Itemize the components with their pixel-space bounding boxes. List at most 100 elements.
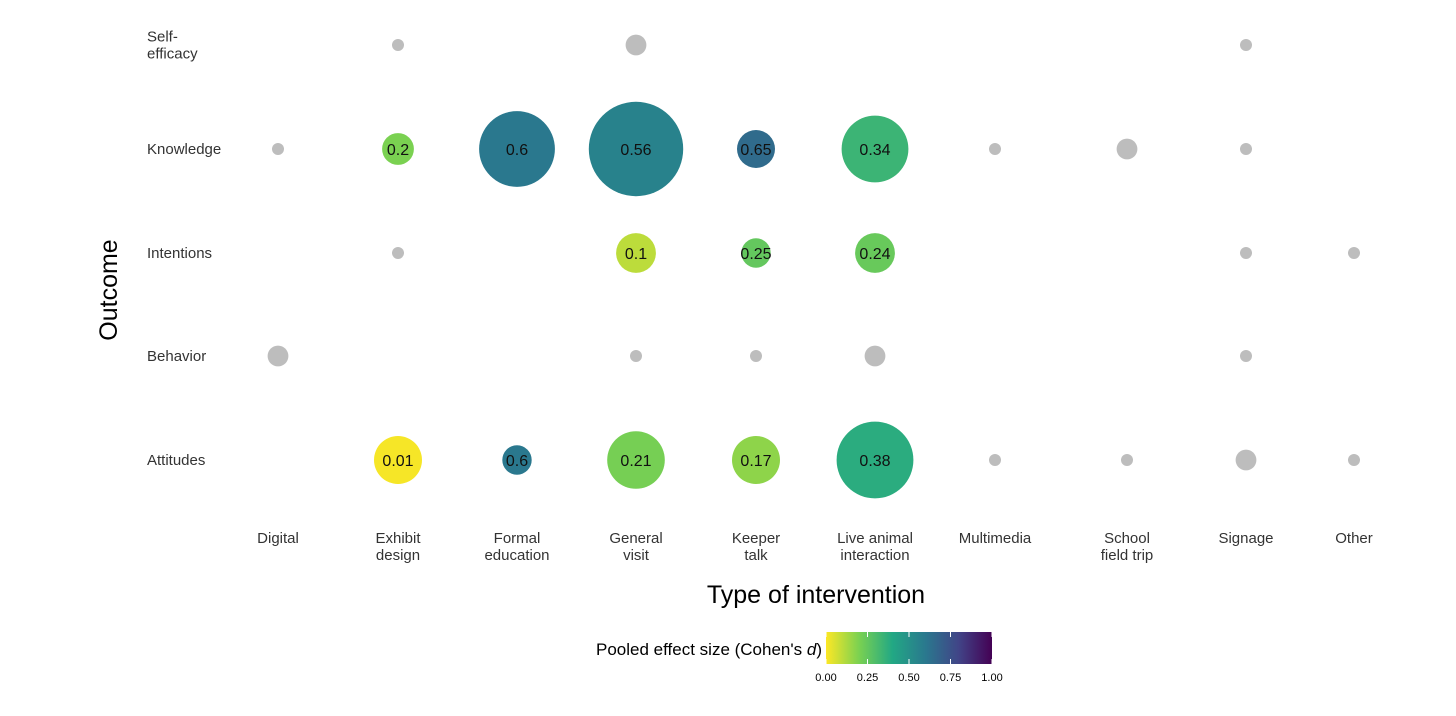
bubble-intentions-keeper-talk: 0.25 — [740, 238, 772, 268]
bubble-circle — [750, 350, 762, 362]
bubble-circle — [1240, 39, 1252, 51]
bubble-circle — [630, 350, 642, 362]
bubble-circle — [588, 101, 684, 197]
bubble-value-label: 0.25 — [740, 246, 771, 263]
bubble-circle — [479, 111, 555, 187]
bubble-value-label: 0.65 — [740, 142, 771, 159]
bubble-circle — [732, 436, 780, 484]
bubble-attitudes-school-field-trip — [1121, 454, 1133, 466]
bubble-knowledge-multimedia — [989, 143, 1001, 155]
bubble-circle — [1240, 247, 1252, 259]
legend-title: Pooled effect size (Cohen's d) — [596, 640, 822, 659]
legend-tick-label: 0.50 — [898, 672, 919, 684]
y-axis-title: Outcome — [95, 239, 123, 340]
x-tick-label-live-animal-interaction: Live animal interaction — [837, 530, 913, 564]
bubble-attitudes-general-visit: 0.21 — [607, 431, 665, 489]
bubble-circle — [616, 233, 656, 273]
x-tick-label-digital: Digital — [257, 530, 299, 547]
bubble-circle — [864, 345, 886, 367]
color-legend: Pooled effect size (Cohen's d) 0.00 0.25 0.… — [596, 632, 1003, 684]
legend-tick-label: 0.00 — [815, 672, 836, 684]
bubble-circle — [1116, 138, 1138, 160]
bubble-intentions-other — [1348, 247, 1360, 259]
bubble-value-label: 0.56 — [620, 142, 651, 159]
legend-tick-label: 0.25 — [857, 672, 878, 684]
bubble-value-label: 0.2 — [387, 142, 409, 159]
bubble-attitudes-multimedia — [989, 454, 1001, 466]
bubble-circle — [392, 247, 404, 259]
bubble-value-label: 0.21 — [620, 453, 651, 470]
y-axis-ticks: Self-efficacy Knowledge Intentions Behavior… — [147, 29, 221, 470]
bubble-attitudes-other — [1348, 454, 1360, 466]
bubble-circle — [989, 454, 1001, 466]
bubble-knowledge-keeper-talk: 0.65 — [737, 130, 775, 168]
bubble-value-label: 0.1 — [625, 246, 647, 263]
legend-tick-label: 0.75 — [940, 672, 961, 684]
bubble-attitudes-signage — [1235, 449, 1257, 471]
y-tick-label-self-efficacy: Self-efficacy — [147, 29, 198, 63]
bubble-circle — [374, 436, 422, 484]
bubble-intentions-signage — [1240, 247, 1252, 259]
bubble-behavior-live-animal-interaction — [864, 345, 886, 367]
bubble-attitudes-keeper-talk: 0.17 — [732, 436, 780, 484]
bubble-behavior-keeper-talk — [750, 350, 762, 362]
bubbles-layer: 0.2 0.6 0.56 0.65 0.34 0.1 0.25 0.24 0.01 0.6 0.21… — [267, 34, 1360, 499]
bubble-self-efficacy-general-visit — [625, 34, 647, 56]
bubble-behavior-signage — [1240, 350, 1252, 362]
x-tick-label-multimedia: Multimedia — [959, 530, 1032, 547]
x-tick-label-exhibit-design: Exhibit design — [375, 530, 421, 564]
bubble-value-label: 0.38 — [859, 453, 890, 470]
bubble-circle — [1240, 143, 1252, 155]
y-tick-label-attitudes: Attitudes — [147, 452, 205, 469]
bubble-circle — [1240, 350, 1252, 362]
bubble-attitudes-live-animal-interaction: 0.38 — [836, 421, 914, 499]
bubble-value-label: 0.17 — [740, 453, 771, 470]
bubble-circle — [1348, 454, 1360, 466]
bubble-knowledge-live-animal-interaction: 0.34 — [841, 115, 909, 183]
bubble-behavior-digital — [267, 345, 289, 367]
bubble-knowledge-school-field-trip — [1116, 138, 1138, 160]
bubble-circle — [989, 143, 1001, 155]
bubble-circle — [1348, 247, 1360, 259]
bubble-intentions-exhibit-design — [392, 247, 404, 259]
y-tick-label-intentions: Intentions — [147, 245, 212, 262]
x-axis-title: Type of intervention — [707, 581, 925, 609]
bubble-circle — [267, 345, 289, 367]
bubble-knowledge-digital — [272, 143, 284, 155]
x-tick-label-general-visit: General visit — [609, 530, 662, 564]
bubble-self-efficacy-exhibit-design — [392, 39, 404, 51]
bubble-value-label: 0.6 — [506, 142, 528, 159]
bubble-attitudes-formal-education: 0.6 — [502, 445, 532, 475]
bubble-behavior-general-visit — [630, 350, 642, 362]
bubble-value-label: 0.24 — [859, 246, 890, 263]
bubble-circle — [1235, 449, 1257, 471]
bubble-circle — [855, 233, 895, 273]
bubble-self-efficacy-signage — [1240, 39, 1252, 51]
x-tick-label-other: Other — [1335, 530, 1373, 547]
y-tick-label-knowledge: Knowledge — [147, 141, 221, 158]
bubble-knowledge-formal-education: 0.6 — [479, 111, 555, 187]
bubble-circle — [382, 133, 414, 165]
bubble-circle — [625, 34, 647, 56]
x-tick-label-formal-education: Formal education — [484, 530, 549, 564]
bubble-knowledge-exhibit-design: 0.2 — [382, 133, 414, 165]
y-tick-label-behavior: Behavior — [147, 348, 206, 365]
x-tick-label-school-field-trip: School field trip — [1101, 530, 1154, 564]
bubble-circle — [502, 445, 532, 475]
bubble-attitudes-exhibit-design: 0.01 — [374, 436, 422, 484]
bubble-circle — [272, 143, 284, 155]
bubble-knowledge-signage — [1240, 143, 1252, 155]
legend-tick-label: 1.00 — [981, 672, 1002, 684]
bubble-intentions-general-visit: 0.1 — [616, 233, 656, 273]
bubble-circle — [841, 115, 909, 183]
bubble-value-label: 0.34 — [859, 142, 890, 159]
x-axis-ticks: Digital Exhibit design Formal education Gener… — [257, 530, 1373, 564]
bubble-circle — [607, 431, 665, 489]
x-tick-label-keeper-talk: Keeper talk — [732, 530, 780, 564]
bubble-intentions-live-animal-interaction: 0.24 — [855, 233, 895, 273]
bubble-circle — [836, 421, 914, 499]
bubble-circle — [737, 130, 775, 168]
bubble-value-label: 0.01 — [382, 453, 413, 470]
